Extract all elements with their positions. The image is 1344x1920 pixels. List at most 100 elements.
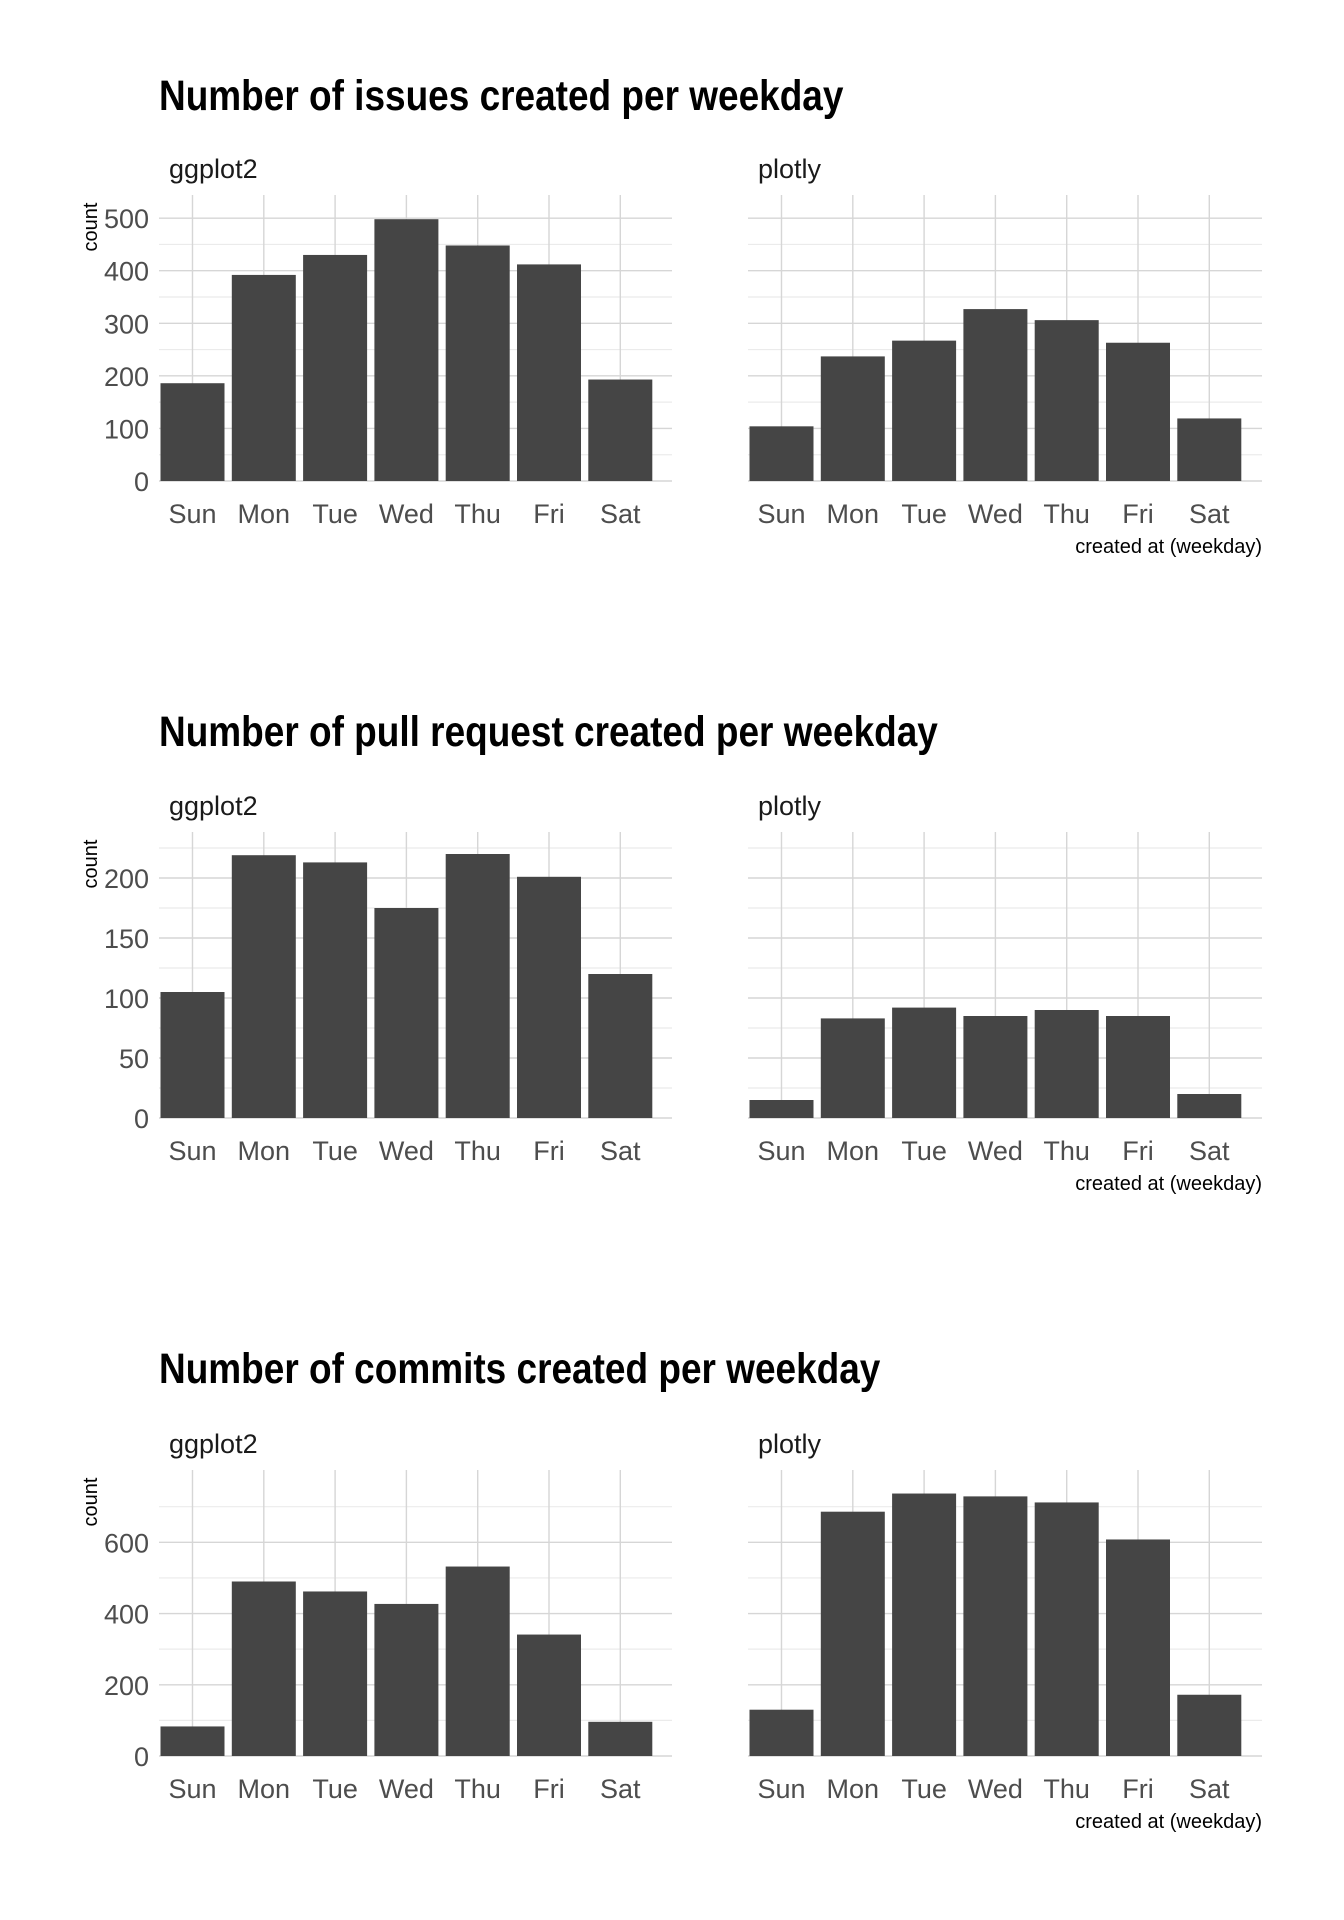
x-tick-label-0-1-fri: Fri [1122, 499, 1153, 529]
bar-1-ggplot2-mon [231, 855, 296, 1118]
bar-1-plotly-fri [1106, 1016, 1170, 1118]
x-tick-label-1-0-sat: Sat [600, 1136, 641, 1166]
bar-2-plotly-thu [1034, 1502, 1099, 1756]
x-tick-label-1-1-tue: Tue [901, 1136, 947, 1166]
bar-1-plotly-sun [749, 1100, 814, 1118]
y-tick-label-0-1: 100 [104, 414, 149, 444]
bar-0-ggplot2-wed [374, 219, 439, 482]
x-tick-label-0-1-mon: Mon [827, 499, 880, 529]
y-tick-label-0-5: 500 [104, 204, 149, 234]
x-tick-label-2-0-wed: Wed [379, 1774, 434, 1804]
x-tick-label-2-0-thu: Thu [454, 1774, 501, 1804]
bar-0-plotly-tue [892, 340, 957, 481]
bar-0-ggplot2-tue [303, 254, 368, 481]
x-tick-label-2-1-mon: Mon [827, 1774, 880, 1804]
x-tick-label-2-0-sat: Sat [600, 1774, 641, 1804]
bar-0-ggplot2-mon [231, 274, 296, 481]
facet-label-2-ggplot2: ggplot2 [169, 1429, 258, 1459]
y-tick-label-0-2: 200 [104, 362, 149, 392]
bar-2-plotly-sun [749, 1709, 814, 1756]
x-tick-label-0-0-sat: Sat [600, 499, 641, 529]
bar-0-plotly-sun [749, 426, 814, 481]
x-tick-label-1-1-sat: Sat [1189, 1136, 1230, 1166]
bar-1-plotly-sat [1177, 1094, 1242, 1118]
facet-label-1-ggplot2: ggplot2 [169, 791, 258, 821]
bar-2-plotly-tue [892, 1493, 957, 1756]
x-tick-label-0-0-tue: Tue [312, 499, 358, 529]
bar-0-plotly-mon [820, 356, 885, 481]
x-tick-label-2-0-tue: Tue [312, 1774, 358, 1804]
x-tick-label-0-0-thu: Thu [454, 499, 501, 529]
bar-1-ggplot2-sat [588, 974, 653, 1118]
x-tick-label-2-1-tue: Tue [901, 1774, 947, 1804]
x-tick-label-2-1-sat: Sat [1189, 1774, 1230, 1804]
y-tick-label-1-3: 150 [104, 924, 149, 954]
x-tick-label-0-1-sat: Sat [1189, 499, 1230, 529]
facet-label-2-plotly: plotly [758, 1429, 822, 1459]
bar-0-plotly-thu [1034, 320, 1099, 481]
x-tick-label-2-0-sun: Sun [168, 1774, 216, 1804]
bar-1-plotly-wed [963, 1016, 1028, 1118]
bar-2-plotly-mon [820, 1511, 885, 1756]
facet-label-1-plotly: plotly [758, 791, 822, 821]
x-tick-label-0-0-mon: Mon [238, 499, 291, 529]
x-tick-label-0-1-wed: Wed [968, 499, 1023, 529]
bar-2-plotly-wed [963, 1496, 1028, 1756]
x-tick-label-0-0-sun: Sun [168, 499, 216, 529]
x-tick-label-2-1-fri: Fri [1122, 1774, 1153, 1804]
x-tick-label-2-0-fri: Fri [533, 1774, 564, 1804]
x-axis-label-2: created at (weekday) [1075, 1811, 1262, 1833]
facet-label-0-plotly: plotly [758, 154, 822, 184]
x-tick-label-0-1-thu: Thu [1043, 499, 1090, 529]
x-tick-label-0-0-fri: Fri [533, 499, 564, 529]
y-tick-label-2-0: 0 [134, 1742, 149, 1772]
x-tick-label-1-0-wed: Wed [379, 1136, 434, 1166]
bar-2-ggplot2-mon [231, 1581, 296, 1756]
bar-0-plotly-wed [963, 309, 1028, 481]
y-tick-label-2-3: 600 [104, 1528, 149, 1558]
y-tick-label-1-1: 50 [119, 1044, 149, 1074]
bar-2-plotly-fri [1106, 1539, 1170, 1756]
bar-0-ggplot2-sun [160, 383, 225, 481]
bar-2-ggplot2-thu [445, 1566, 510, 1756]
bar-0-ggplot2-sat [588, 379, 653, 481]
bar-2-ggplot2-tue [303, 1591, 368, 1756]
facet-label-0-ggplot2: ggplot2 [169, 154, 258, 184]
x-tick-label-1-0-fri: Fri [533, 1136, 564, 1166]
bar-1-plotly-mon [820, 1018, 885, 1118]
bar-2-ggplot2-fri [517, 1634, 581, 1756]
bar-1-plotly-thu [1034, 1010, 1099, 1118]
bar-2-ggplot2-wed [374, 1603, 439, 1756]
x-tick-label-2-1-wed: Wed [968, 1774, 1023, 1804]
x-tick-label-0-1-tue: Tue [901, 499, 947, 529]
bar-1-ggplot2-tue [303, 862, 368, 1118]
y-axis-label-1: count [80, 839, 102, 888]
bar-1-ggplot2-wed [374, 908, 439, 1118]
x-axis-label-1: created at (weekday) [1075, 1173, 1262, 1195]
x-tick-label-1-0-sun: Sun [168, 1136, 216, 1166]
x-tick-label-1-0-thu: Thu [454, 1136, 501, 1166]
x-axis-label-0: created at (weekday) [1075, 536, 1262, 558]
bar-1-ggplot2-thu [445, 854, 510, 1118]
x-tick-label-0-0-wed: Wed [379, 499, 434, 529]
x-tick-label-2-0-mon: Mon [238, 1774, 291, 1804]
y-tick-label-0-0: 0 [134, 467, 149, 497]
y-axis-label-0: count [80, 202, 102, 251]
bar-0-plotly-sat [1177, 418, 1242, 481]
chart-title-pull-requests: Number of pull request created per weekd… [159, 708, 938, 756]
bar-2-plotly-sat [1177, 1694, 1242, 1756]
bar-2-ggplot2-sat [588, 1721, 653, 1756]
bar-0-ggplot2-fri [517, 264, 581, 481]
chart-title-commits: Number of commits created per weekday [159, 1345, 881, 1393]
y-tick-label-1-4: 200 [104, 864, 149, 894]
chart-title-issues: Number of issues created per weekday [159, 72, 844, 120]
x-tick-label-1-1-fri: Fri [1122, 1136, 1153, 1166]
x-tick-label-1-1-mon: Mon [827, 1136, 880, 1166]
x-tick-label-1-1-wed: Wed [968, 1136, 1023, 1166]
y-tick-label-1-2: 100 [104, 984, 149, 1014]
y-tick-label-2-1: 200 [104, 1671, 149, 1701]
x-tick-label-1-0-mon: Mon [238, 1136, 291, 1166]
x-tick-label-1-1-sun: Sun [757, 1136, 805, 1166]
bar-1-ggplot2-sun [160, 992, 225, 1118]
